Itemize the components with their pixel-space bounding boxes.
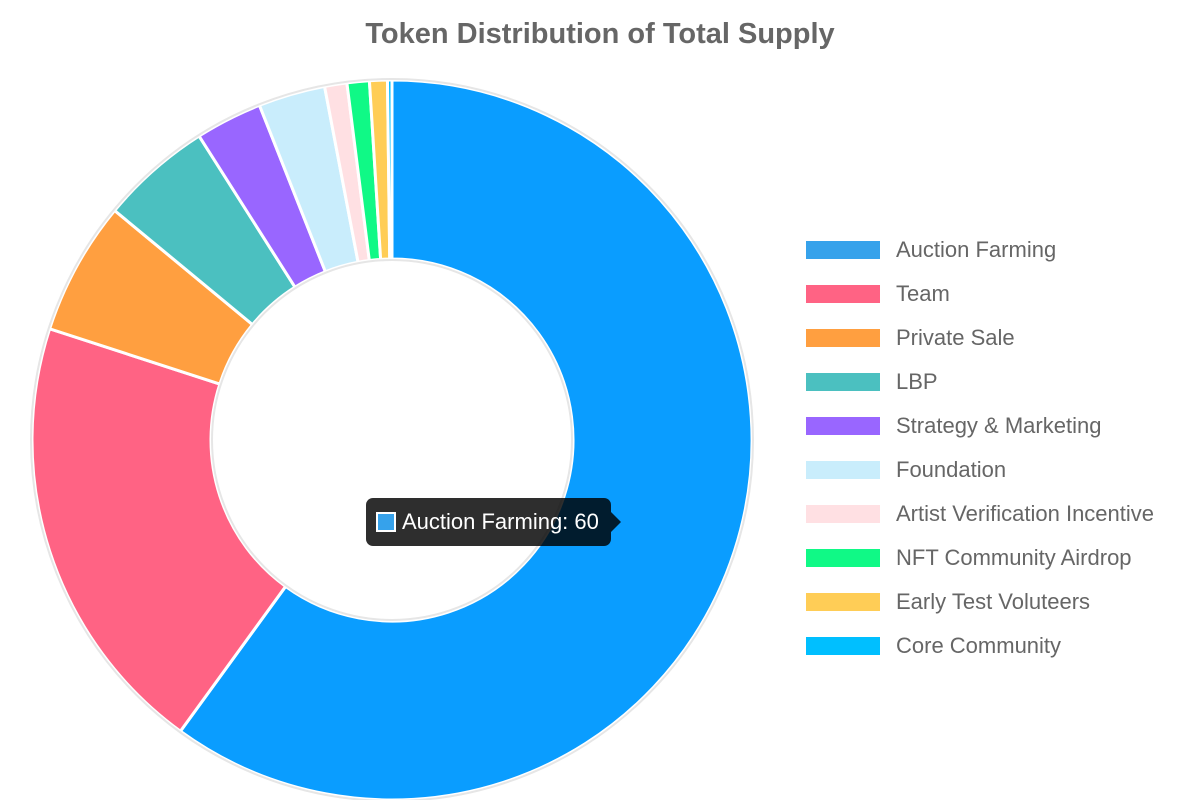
tooltip-text: Auction Farming: 60 (402, 509, 599, 534)
legend-label: Core Community (896, 633, 1062, 658)
chart-legend: Auction Farming Team Private Sale LBP Strate… (806, 228, 1196, 668)
inner-ring (211, 259, 573, 621)
legend-label: Strategy & Marketing (896, 413, 1102, 438)
chart-tooltip: Auction Farming: 60 (366, 498, 621, 546)
legend-label: Team (896, 281, 950, 306)
tooltip-color-swatch (376, 512, 396, 532)
legend-item[interactable]: Auction Farming (806, 228, 1196, 272)
legend-swatch (806, 461, 880, 479)
legend-item[interactable]: Artist Verification Incentive (806, 492, 1196, 536)
legend-swatch (806, 373, 880, 391)
legend-label: Early Test Voluteers (896, 589, 1091, 614)
legend-swatch (806, 637, 880, 655)
legend-item[interactable]: Strategy & Marketing (806, 404, 1196, 448)
legend-swatch (806, 549, 880, 567)
chart-title: Token Distribution of Total Supply (365, 18, 835, 50)
outer-ring (30, 78, 754, 800)
legend-swatch (806, 505, 880, 523)
legend-label: NFT Community Airdrop (896, 545, 1132, 570)
legend-item[interactable]: Core Community (806, 624, 1196, 668)
legend-item[interactable]: Team (806, 272, 1196, 316)
legend-swatch (806, 285, 880, 303)
legend-label: Private Sale (896, 325, 1015, 350)
legend-item[interactable]: NFT Community Airdrop (806, 536, 1196, 580)
legend-swatch (806, 329, 880, 347)
legend-item[interactable]: Foundation (806, 448, 1196, 492)
legend-swatch (806, 241, 880, 259)
legend-swatch (806, 417, 880, 435)
legend-item[interactable]: Private Sale (806, 316, 1196, 360)
legend-item[interactable]: Early Test Voluteers (806, 580, 1196, 624)
legend-label: Foundation (896, 457, 1007, 482)
legend-swatch (806, 593, 880, 611)
legend-label: LBP (896, 369, 938, 394)
legend-label: Artist Verification Incentive (896, 501, 1155, 526)
legend-item[interactable]: LBP (806, 360, 1196, 404)
slice-core-community[interactable] (385, 78, 394, 261)
legend-label: Auction Farming (896, 237, 1057, 262)
